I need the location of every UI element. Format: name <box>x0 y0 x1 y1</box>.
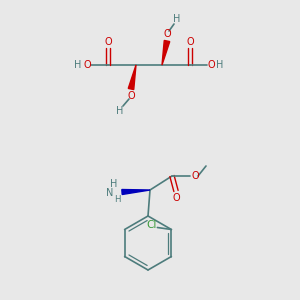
Text: O: O <box>127 91 135 101</box>
Text: Cl: Cl <box>146 220 157 230</box>
Text: O: O <box>104 37 112 47</box>
Text: N: N <box>106 188 113 198</box>
Text: H: H <box>116 106 124 116</box>
Text: O: O <box>83 60 91 70</box>
Text: O: O <box>186 37 194 47</box>
Polygon shape <box>162 40 170 65</box>
Text: O: O <box>207 60 215 70</box>
Text: H: H <box>74 60 82 70</box>
Text: O: O <box>172 193 180 203</box>
Text: H: H <box>173 14 181 24</box>
Text: H: H <box>110 179 118 189</box>
Text: O: O <box>163 29 171 39</box>
Text: H: H <box>114 194 120 203</box>
Polygon shape <box>122 190 150 194</box>
Polygon shape <box>128 65 136 90</box>
Text: H: H <box>216 60 224 70</box>
Text: O: O <box>191 171 199 181</box>
